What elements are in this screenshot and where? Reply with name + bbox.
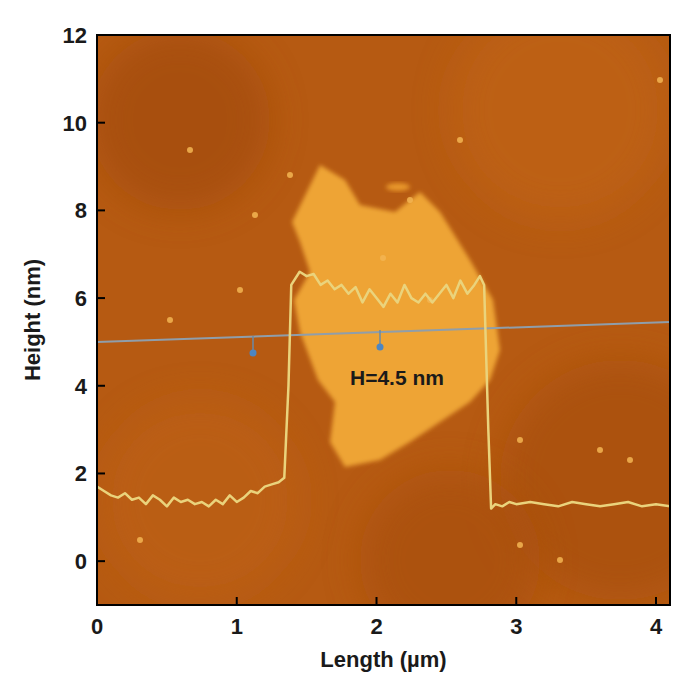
y-tick-label: 4: [75, 374, 88, 399]
x-tick: [515, 597, 517, 605]
annotation: H=4.5 nm: [350, 366, 444, 389]
x-tick-label: 3: [510, 614, 522, 639]
y-tick: [97, 385, 105, 387]
afm-texture: [360, 470, 540, 605]
height-profile: [97, 272, 670, 509]
flake: [292, 165, 500, 467]
cursor-stem: [379, 330, 381, 345]
particle: [657, 77, 663, 83]
particle: [457, 137, 463, 143]
y-tick-label: 0: [75, 549, 87, 574]
x-tick: [96, 597, 98, 605]
particle: [627, 457, 633, 463]
plot-area: [97, 272, 670, 509]
particle: [407, 197, 413, 203]
particle: [237, 287, 243, 293]
y-tick-label: 2: [75, 461, 87, 486]
chart: H=4.5 nm01234024681012Length (µm)Height …: [0, 0, 692, 695]
afm-image: [97, 35, 670, 605]
x-tick-label: 4: [650, 614, 663, 639]
frame: [97, 35, 670, 605]
particle: [287, 172, 293, 178]
y-tick-label: 10: [63, 111, 87, 136]
afm-texture: [100, 400, 300, 600]
particle: [517, 542, 523, 548]
particle: [597, 447, 603, 453]
x-tick: [655, 597, 657, 605]
y-tick: [97, 122, 105, 124]
x-axis-title: Length (µm): [320, 647, 446, 672]
particle: [557, 557, 563, 563]
y-tick: [97, 297, 105, 299]
scan-line: [97, 322, 670, 342]
y-tick-label: 12: [63, 23, 87, 48]
particle: [380, 255, 386, 261]
particle: [137, 537, 143, 543]
y-axis-title: Height (nm): [20, 259, 45, 381]
y-tick: [97, 209, 105, 211]
afm-texture: [450, 35, 670, 220]
y-tick-label: 6: [75, 286, 87, 311]
particle: [187, 147, 193, 153]
particle: [252, 212, 258, 218]
y-tick: [97, 34, 105, 36]
x-tick-label: 2: [370, 614, 382, 639]
x-tick-label: 1: [231, 614, 243, 639]
debris: [386, 183, 410, 191]
x-tick-label: 0: [91, 614, 103, 639]
x-tick: [376, 597, 378, 605]
x-tick: [236, 597, 238, 605]
y-tick: [97, 472, 105, 474]
y-tick-label: 8: [75, 198, 87, 223]
afm-texture: [97, 35, 270, 210]
cursor-marker: [250, 350, 257, 357]
cursor-stem: [252, 336, 254, 351]
y-tick: [97, 560, 105, 562]
cursor-marker: [377, 344, 384, 351]
particle: [517, 437, 523, 443]
particle: [167, 317, 173, 323]
